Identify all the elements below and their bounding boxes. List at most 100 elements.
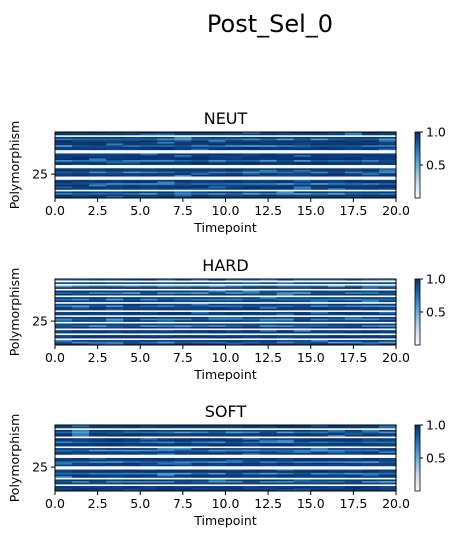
heatmap-cell (55, 441, 73, 444)
heatmap-cell (191, 140, 210, 143)
heatmap-cell (174, 174, 192, 177)
heatmap-cell (259, 151, 278, 154)
heatmap-cell (72, 285, 90, 288)
heatmap-cell (327, 336, 346, 339)
heatmap-cell (361, 330, 380, 333)
heatmap-cell (174, 155, 192, 158)
heatmap-cell (157, 487, 175, 490)
heatmap-cell (293, 287, 312, 290)
heatmap-cell (225, 433, 244, 436)
heatmap-cell (191, 481, 210, 484)
heatmap-cell (378, 313, 397, 316)
heatmap-cell (106, 425, 124, 427)
heatmap-cell (55, 453, 73, 455)
heatmap-cell (157, 280, 175, 283)
heatmap-cell (191, 343, 210, 346)
heatmap-cell (140, 305, 158, 308)
heatmap-cell (106, 461, 124, 464)
heatmap-cell (55, 343, 73, 346)
heatmap-cell (106, 446, 124, 449)
figure-title: Post_Sel_0 (207, 10, 333, 38)
heatmap-cell (157, 464, 175, 467)
heatmap-cell (378, 135, 397, 138)
heatmap-cell (378, 303, 397, 306)
heatmap-cell (72, 426, 90, 429)
heatmap-cell (157, 313, 175, 316)
heatmap-cell (225, 321, 244, 324)
heatmap-cell (259, 433, 278, 436)
heatmap-cell (72, 454, 90, 457)
heatmap-cell (310, 438, 329, 441)
heatmap-cell (157, 484, 175, 487)
heatmap-cell (378, 173, 397, 176)
heatmap-cell (174, 438, 192, 441)
heatmap-cell (327, 425, 346, 427)
heatmap-cell (344, 487, 363, 490)
heatmap-cell (361, 461, 380, 464)
heatmap-cell (242, 283, 261, 286)
heatmap-cell (157, 469, 175, 472)
heatmap-cell (55, 477, 73, 480)
heatmap-cell (344, 136, 363, 139)
heatmap-cell (344, 189, 363, 192)
heatmap-cell (344, 287, 363, 290)
heatmap-cell (106, 178, 124, 181)
heatmap-cell (361, 176, 380, 179)
heatmap-cell (140, 479, 158, 482)
heatmap-cell (140, 156, 158, 159)
heatmap-cell (89, 176, 107, 179)
heatmap-cell (259, 330, 278, 333)
heatmap-cell (361, 340, 380, 342)
heatmap-cell (259, 453, 278, 455)
heatmap-cell (191, 441, 210, 444)
x-tick-label: 0.0 (45, 496, 65, 511)
heatmap-cell (174, 158, 192, 161)
heatmap-cell (191, 308, 210, 311)
heatmap-cell (225, 158, 244, 161)
heatmap-cell (293, 325, 312, 328)
heatmap-cell (361, 434, 380, 437)
heatmap-cell (327, 484, 346, 487)
heatmap-cell (259, 451, 278, 454)
heatmap-cell (344, 194, 363, 197)
heatmap-cell (276, 467, 295, 470)
heatmap-cell (310, 298, 329, 301)
heatmap-cell (106, 140, 124, 143)
heatmap-cell (140, 132, 158, 134)
heatmap-cell (157, 331, 175, 334)
heatmap-cell (140, 312, 158, 314)
heatmap-cell (361, 168, 380, 171)
heatmap-cell (259, 280, 278, 283)
heatmap-cell (276, 178, 295, 181)
heatmap-cell (361, 166, 380, 169)
heatmap-cell (361, 333, 380, 336)
heatmap-cell (310, 287, 329, 290)
heatmap-cell (225, 176, 244, 179)
heatmap-cell (293, 343, 312, 346)
heatmap-cell (208, 449, 227, 452)
heatmap-cell (123, 443, 141, 446)
heatmap-cell (327, 305, 346, 308)
heatmap-cell (106, 325, 124, 328)
heatmap-cell (327, 302, 346, 305)
heatmap-cell (361, 428, 380, 431)
heatmap-cell (106, 173, 124, 176)
heatmap-cell (276, 439, 295, 442)
heatmap-cell (140, 451, 158, 454)
heatmap-cell (310, 330, 329, 333)
heatmap-cell (378, 461, 397, 464)
heatmap-cell (72, 481, 90, 484)
heatmap-cell (276, 305, 295, 308)
heatmap-cell (191, 156, 210, 159)
heatmap-cell (123, 165, 141, 167)
heatmap-cell (259, 321, 278, 324)
heatmap-cell (106, 443, 124, 446)
heatmap-cell (157, 160, 175, 162)
heatmap-cell (157, 326, 175, 329)
heatmap-cell (157, 145, 175, 148)
heatmap-cell (225, 171, 244, 174)
heatmap-cell (72, 181, 90, 184)
heatmap-cell (72, 196, 90, 199)
heatmap-cell (174, 279, 192, 281)
